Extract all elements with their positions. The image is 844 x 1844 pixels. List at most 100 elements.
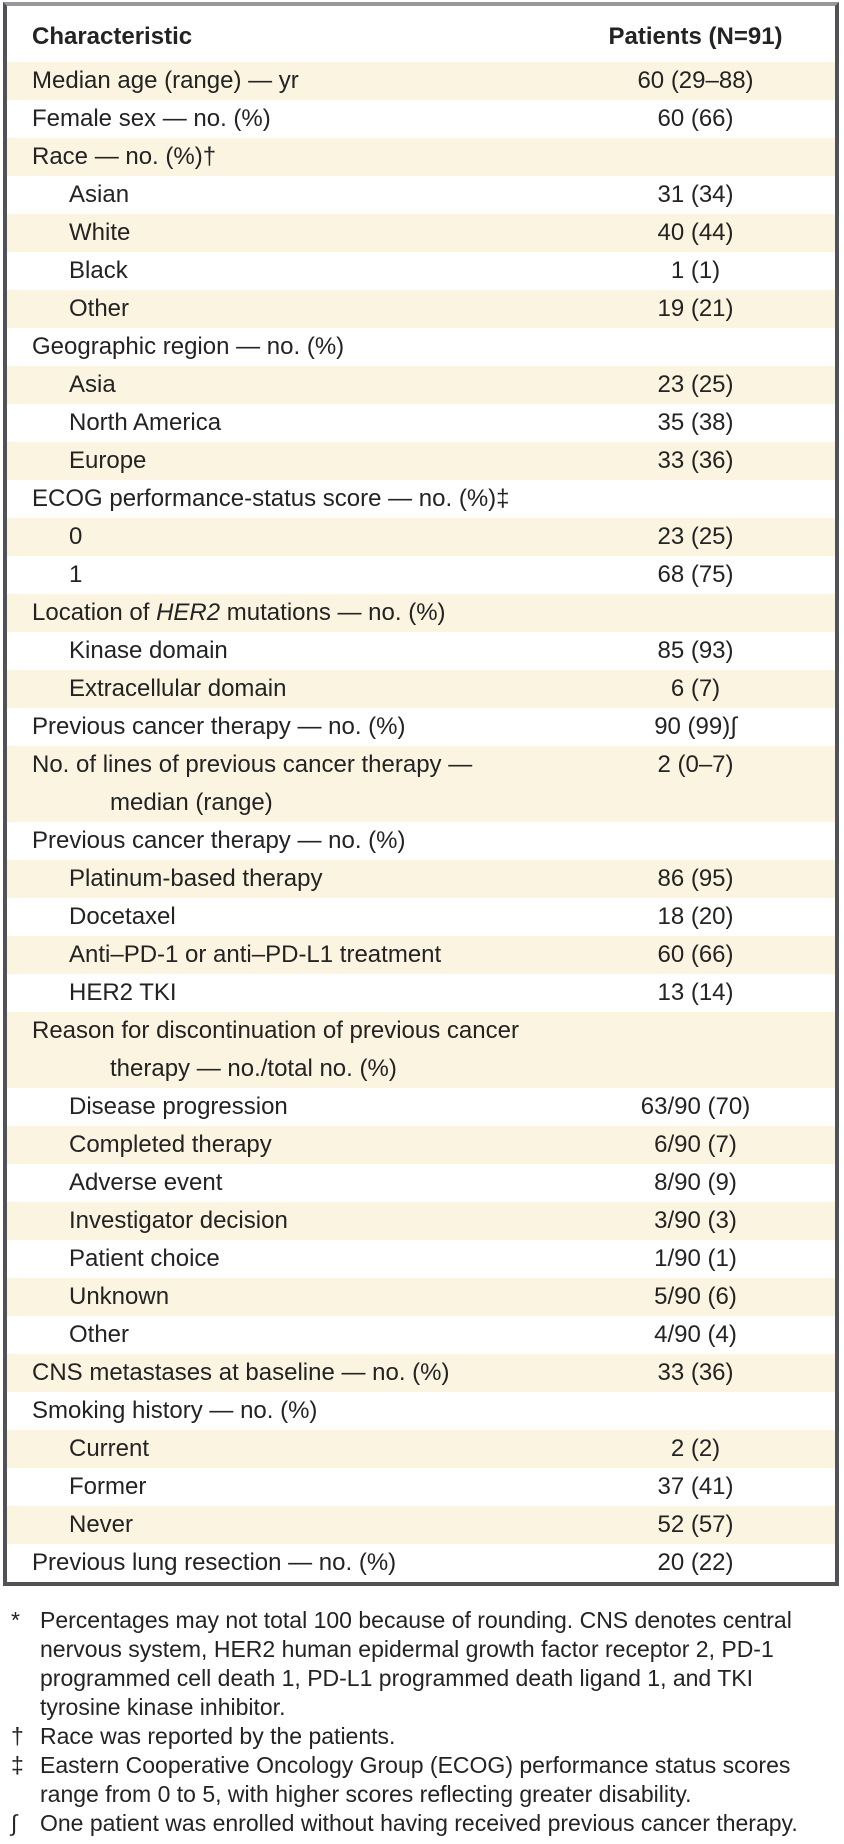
footnote-marker: ‡ [11, 1752, 24, 1778]
table-row: Unknown 5/90 (6) [7, 1278, 835, 1316]
row-label: Extracellular domain [69, 675, 287, 702]
row-label: Anti–PD-1 or anti–PD-L1 treatment [69, 941, 442, 968]
table-row: Asia 23 (25) [7, 366, 835, 404]
row-value: 8/90 (9) [654, 1169, 737, 1196]
table-row: Female sex — no. (%) 60 (66) [7, 100, 835, 138]
footnote: † Race was reported by the patients. [6, 1722, 838, 1751]
table-row: Smoking history — no. (%) [7, 1392, 835, 1430]
footnote: ‡ Eastern Cooperative Oncology Group (ECO… [6, 1751, 838, 1809]
row-label-continuation: median (range) [110, 789, 273, 816]
row-label: Europe [69, 447, 147, 474]
row-value: 20 (22) [657, 1549, 734, 1576]
row-value: 18 (20) [657, 903, 734, 930]
table-row: Adverse event 8/90 (9) [7, 1164, 835, 1202]
row-value: 2 (2) [670, 1435, 721, 1462]
table-row: Former 37 (41) [7, 1468, 835, 1506]
footnote-marker: ∫ [11, 1810, 18, 1836]
table-row: Completed therapy 6/90 (7) [7, 1126, 835, 1164]
row-label: Kinase domain [69, 637, 228, 664]
footnote-text: Percentages may not total 100 because of… [40, 1607, 792, 1720]
row-label: Other [69, 295, 130, 322]
table-row: Patient choice 1/90 (1) [7, 1240, 835, 1278]
row-value: 60 (66) [657, 105, 734, 132]
row-label: Unknown [69, 1283, 170, 1310]
table-row: Median age (range) — yr 60 (29–88) [7, 62, 835, 100]
row-label: Investigator decision [69, 1207, 288, 1234]
row-label: Patient choice [69, 1245, 220, 1272]
row-label: Current [69, 1435, 150, 1462]
table-row: Other 4/90 (4) [7, 1316, 835, 1354]
footnote-marker: † [11, 1723, 24, 1749]
table-body: Median age (range) — yr 60 (29–88) Female … [7, 62, 835, 1582]
table-row: Kinase domain 85 (93) [7, 632, 835, 670]
row-label: 1 [69, 561, 83, 588]
row-label: Previous cancer therapy — no. (%) [32, 713, 406, 740]
table-footnotes: * Percentages may not total 100 because o… [6, 1606, 838, 1844]
row-value: 60 (29–88) [637, 67, 754, 94]
baseline-characteristics-table: Characteristic Patients (N=91) Median ag… [3, 2, 839, 1586]
table-row: Previous cancer therapy — no. (%) 90 (99)… [7, 708, 835, 746]
column-header-characteristic: Characteristic [32, 23, 193, 50]
footnote: * Percentages may not total 100 because o… [6, 1606, 838, 1722]
table-row: Previous lung resection — no. (%) 20 (22) [7, 1544, 835, 1582]
row-label: Platinum-based therapy [69, 865, 323, 892]
table-row: Asian 31 (34) [7, 176, 835, 214]
table-row: No. of lines of previous cancer therapy … [7, 746, 835, 822]
row-label: Asian [69, 181, 130, 208]
row-value: 60 (66) [657, 941, 734, 968]
row-value: 63/90 (70) [640, 1093, 751, 1120]
row-value: 86 (95) [657, 865, 734, 892]
row-label: Location of HER2 mutations — no. (%) [32, 599, 446, 626]
table-header-row: Characteristic Patients (N=91) [7, 6, 835, 62]
row-label: 0 [69, 523, 83, 550]
table-row: Disease progression 63/90 (70) [7, 1088, 835, 1126]
table-row: Other 19 (21) [7, 290, 835, 328]
row-value: 13 (14) [657, 979, 734, 1006]
row-value: 5/90 (6) [654, 1283, 737, 1310]
row-label: Other [69, 1321, 130, 1348]
row-label: Completed therapy [69, 1131, 272, 1158]
row-value: 37 (41) [657, 1473, 734, 1500]
table-row: 1 68 (75) [7, 556, 835, 594]
row-value: 1 (1) [670, 257, 721, 284]
table-row: Investigator decision 3/90 (3) [7, 1202, 835, 1240]
table-row: Current 2 (2) [7, 1430, 835, 1468]
table-row: Anti–PD-1 or anti–PD-L1 treatment 60 (66) [7, 936, 835, 974]
row-label: Previous cancer therapy — no. (%) [32, 827, 406, 854]
row-label: Disease progression [69, 1093, 288, 1120]
row-value: 90 (99)∫ [654, 713, 737, 740]
row-value: 2 (0–7) [657, 751, 734, 778]
row-label: Never [69, 1511, 134, 1538]
row-label: Former [69, 1473, 147, 1500]
table-row: Never 52 (57) [7, 1506, 835, 1544]
table-row: Location of HER2 mutations — no. (%) [7, 594, 835, 632]
row-label: Reason for discontinuation of previous c… [7, 1012, 568, 1088]
row-value: 6/90 (7) [654, 1131, 737, 1158]
table-row: Race — no. (%)† [7, 138, 835, 176]
row-value: 19 (21) [657, 295, 734, 322]
row-label: HER2 TKI [69, 979, 177, 1006]
row-value: 68 (75) [657, 561, 734, 588]
footnote-text: One patient was enrolled without having … [40, 1810, 798, 1836]
row-label: Smoking history — no. (%) [32, 1397, 318, 1424]
row-value: 23 (25) [657, 523, 734, 550]
table-row: CNS metastases at baseline — no. (%) 33 (… [7, 1354, 835, 1392]
table-row: Docetaxel 18 (20) [7, 898, 835, 936]
table-row: North America 35 (38) [7, 404, 835, 442]
row-label: Adverse event [69, 1169, 223, 1196]
row-value: 4/90 (4) [654, 1321, 737, 1348]
gene-name-italic: HER2 [156, 599, 221, 626]
row-value: 23 (25) [657, 371, 734, 398]
row-label: CNS metastases at baseline — no. (%) [32, 1359, 450, 1386]
row-value: 6 (7) [670, 675, 721, 702]
table-row: Geographic region — no. (%) [7, 328, 835, 366]
row-value: 85 (93) [657, 637, 734, 664]
row-label: Asia [69, 371, 116, 398]
row-label: North America [69, 409, 222, 436]
row-label: ECOG performance-status score — no. (%)‡ [32, 485, 510, 512]
table-row: ECOG performance-status score — no. (%)‡ [7, 480, 835, 518]
table-row: Reason for discontinuation of previous c… [7, 1012, 835, 1088]
row-value: 33 (36) [657, 1359, 734, 1386]
row-value: 35 (38) [657, 409, 734, 436]
row-label: No. of lines of previous cancer therapy … [7, 746, 568, 822]
